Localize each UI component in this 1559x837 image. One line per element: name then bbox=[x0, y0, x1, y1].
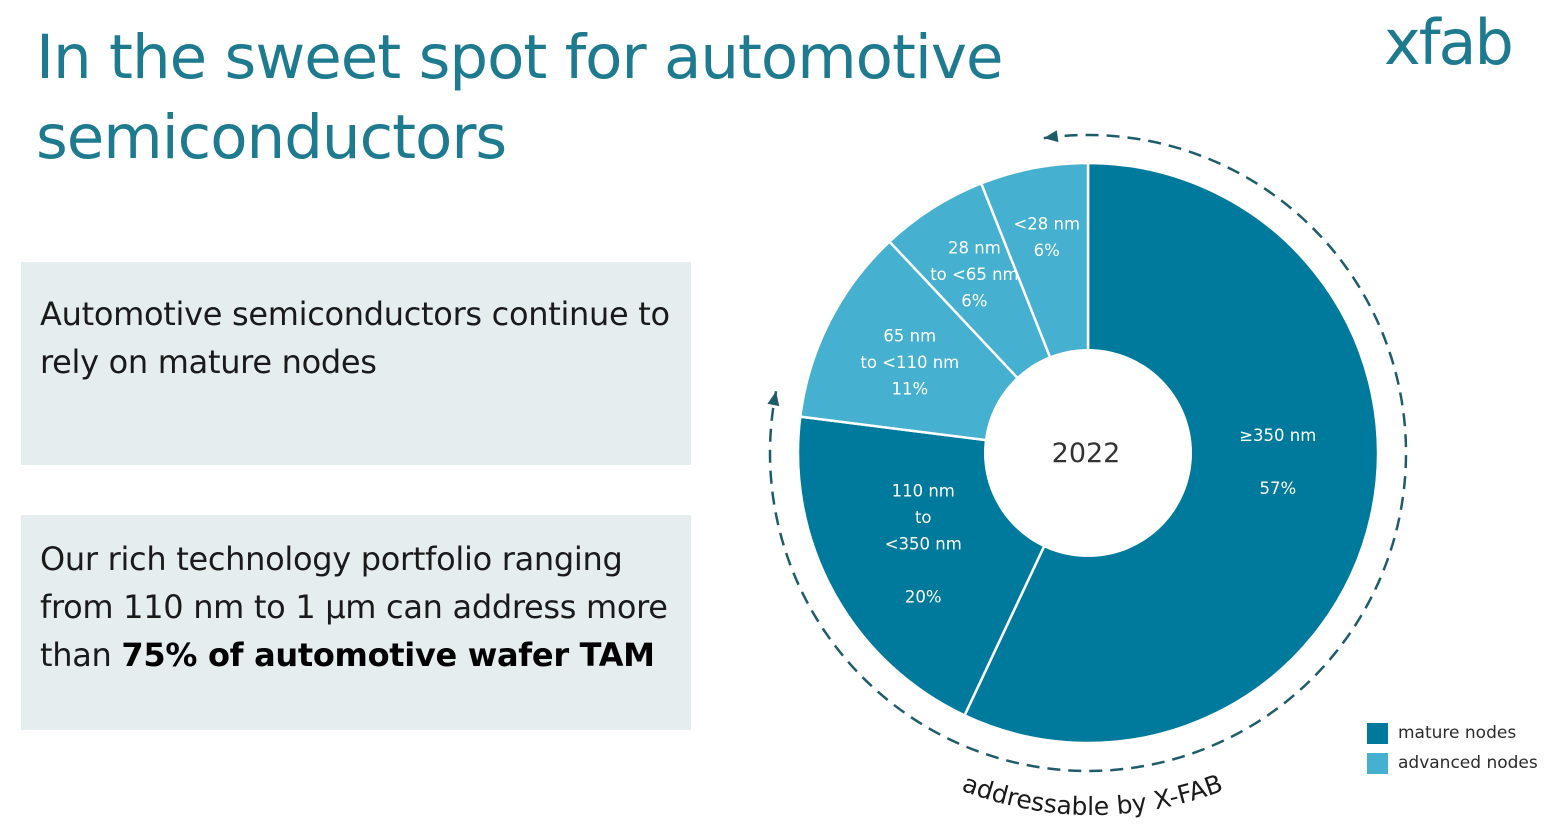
chart-legend: mature nodes advanced nodes bbox=[1367, 718, 1538, 778]
addressable-annotation: addressable by X-FAB bbox=[959, 769, 1227, 822]
info-box-mature-nodes: Automotive semiconductors continue to re… bbox=[21, 262, 691, 465]
legend-item-mature: mature nodes bbox=[1367, 718, 1538, 748]
legend-swatch-mature bbox=[1367, 722, 1388, 744]
slice-label: 28 nm to <65 nm 6% bbox=[930, 239, 1018, 311]
slice-label: ≥350 nm 57% bbox=[1239, 426, 1316, 498]
center-year-label: 2022 bbox=[1052, 438, 1121, 469]
info-box-portfolio: Our rich technology portfolio ranging fr… bbox=[21, 515, 691, 730]
arrowhead-icon bbox=[1043, 130, 1059, 143]
info-box-text: Automotive semiconductors continue to re… bbox=[40, 295, 670, 381]
addressable-arrow bbox=[767, 130, 1408, 773]
legend-item-advanced: advanced nodes bbox=[1367, 748, 1538, 778]
xfab-logo: xfab bbox=[1384, 6, 1514, 79]
info-box-text: Our rich technology portfolio ranging fr… bbox=[40, 540, 668, 674]
legend-swatch-advanced bbox=[1367, 752, 1388, 774]
page-title: In the sweet spot for automotive semicon… bbox=[36, 22, 1004, 173]
addressable-dashed-arc bbox=[768, 133, 1408, 773]
slice-labels: ≥350 nm 57% 110 nm to <350 nm 20% 65 nm to <110… bbox=[860, 215, 1316, 607]
slice-label: <28 nm 6% bbox=[1013, 215, 1080, 260]
slice-label: 110 nm to <350 nm 20% bbox=[885, 482, 962, 607]
slice-label: 65 nm to <110 nm 11% bbox=[860, 327, 959, 399]
arrowhead-icon bbox=[767, 391, 780, 407]
legend-label-mature: mature nodes bbox=[1398, 723, 1517, 743]
info-box-highlight: 75% of automotive wafer TAM bbox=[121, 636, 655, 674]
legend-label-advanced: advanced nodes bbox=[1398, 753, 1538, 773]
donut-hole bbox=[984, 349, 1192, 557]
